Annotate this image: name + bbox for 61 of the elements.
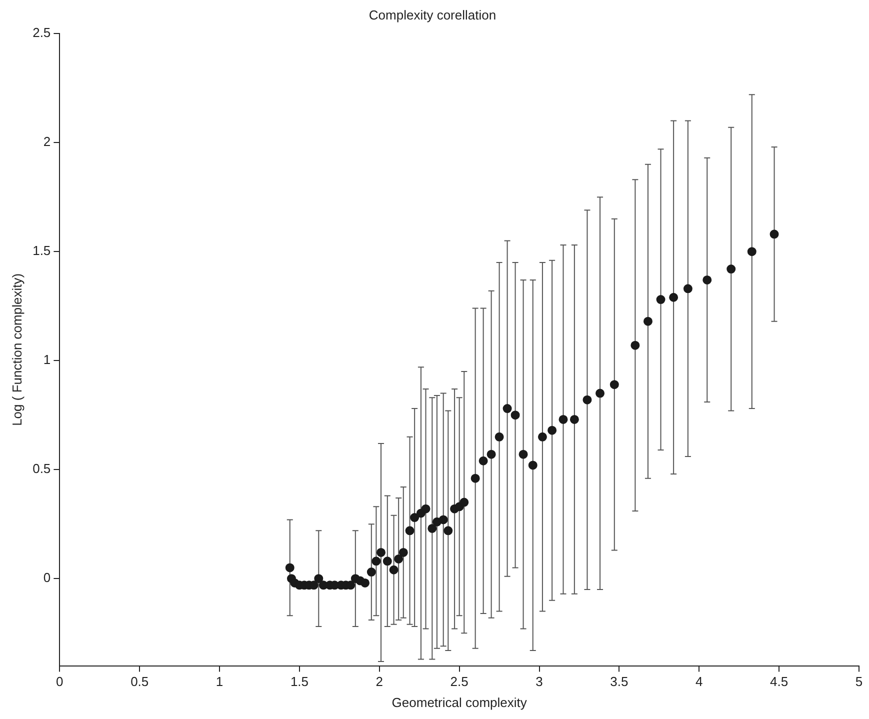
- x-tick-label: 3: [536, 674, 543, 690]
- point: [372, 556, 381, 566]
- point: [428, 524, 437, 533]
- point: [460, 498, 469, 507]
- x-tick-label: 3.5: [610, 674, 628, 690]
- point: [360, 578, 370, 588]
- point: [394, 554, 404, 564]
- point: [438, 515, 448, 524]
- point: [596, 388, 605, 398]
- point: [376, 548, 386, 557]
- point: [747, 247, 756, 256]
- point: [478, 456, 488, 466]
- point: [405, 526, 414, 536]
- point: [502, 404, 512, 414]
- point: [669, 292, 678, 302]
- point: [389, 565, 398, 574]
- y-tick-label: 2.5: [32, 25, 51, 40]
- point: [582, 395, 592, 404]
- y-tick-label: 1.5: [32, 243, 51, 258]
- point: [683, 284, 692, 294]
- x-axis-title: Geometrical complexity: [392, 694, 528, 710]
- y-tick-label: 1: [43, 352, 51, 368]
- chart-title: Complexity corellation: [368, 7, 496, 22]
- point: [548, 426, 557, 435]
- point: [610, 380, 619, 390]
- y-tick-label: 0.5: [32, 461, 51, 476]
- point: [528, 460, 538, 470]
- point: [470, 474, 480, 483]
- point: [382, 556, 392, 566]
- point: [398, 548, 408, 557]
- point: [486, 450, 496, 459]
- point: [366, 568, 376, 577]
- point: [702, 275, 712, 284]
- point: [570, 414, 579, 424]
- x-tick-label: 5: [855, 674, 863, 690]
- point: [630, 340, 640, 350]
- point: [538, 432, 547, 442]
- y-axis-title: Log ( Function complexity): [9, 273, 24, 426]
- point: [510, 410, 520, 420]
- point: [421, 504, 430, 514]
- point: [518, 450, 528, 459]
- x-tick-label: 4.5: [770, 674, 788, 690]
- point: [494, 432, 504, 442]
- point: [558, 414, 568, 424]
- point: [285, 563, 294, 572]
- y-tick-label: 2: [43, 134, 51, 150]
- x-tick-label: 1: [216, 674, 224, 690]
- point: [656, 295, 666, 304]
- x-tick-label: 1.5: [290, 674, 309, 690]
- point: [726, 264, 736, 274]
- point: [314, 574, 324, 584]
- y-tick-label: 0: [43, 570, 51, 586]
- x-tick-label: 0.5: [130, 674, 149, 690]
- x-tick-label: 2.5: [450, 674, 468, 690]
- x-tick-label: 4: [696, 674, 703, 690]
- x-tick-label: 2: [376, 674, 384, 690]
- x-tick-label: 0: [56, 674, 64, 690]
- point: [410, 513, 420, 522]
- point: [444, 526, 453, 536]
- point: [643, 316, 652, 326]
- point: [770, 230, 779, 239]
